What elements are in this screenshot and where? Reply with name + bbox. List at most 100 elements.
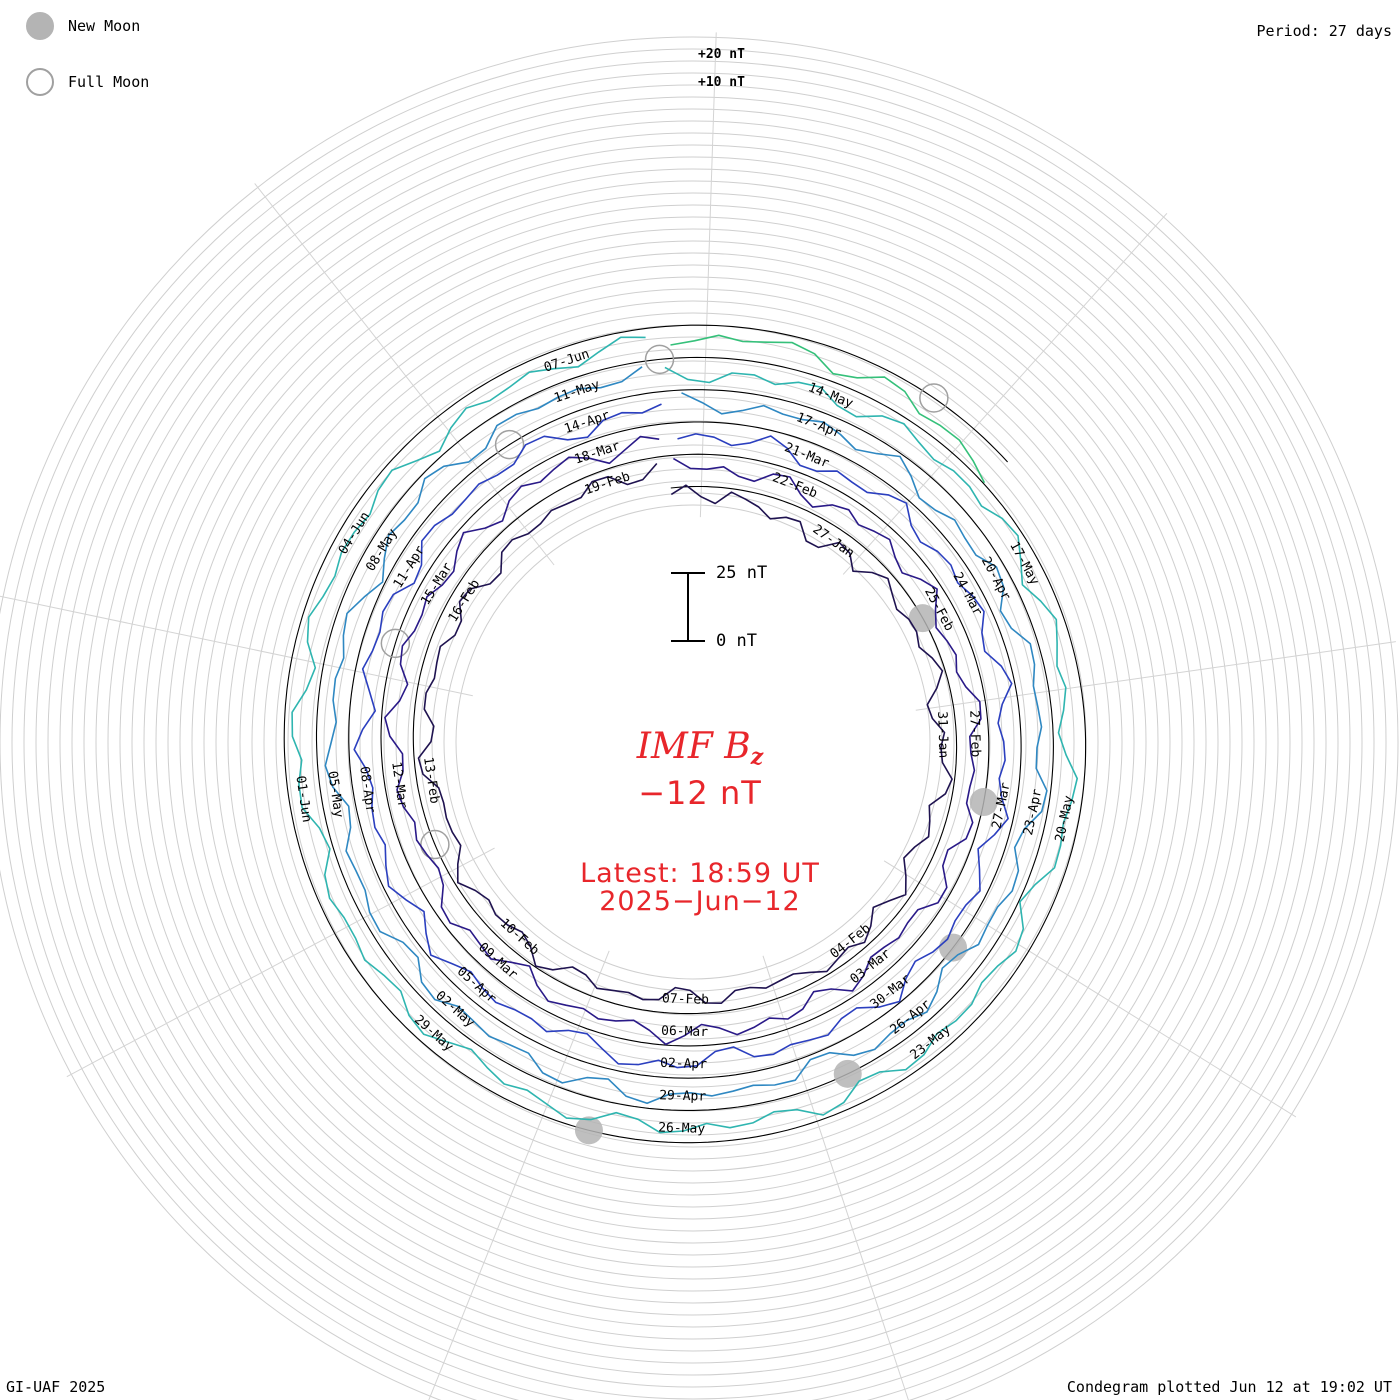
grid-ring [383, 432, 1003, 1052]
radial-spoke [0, 595, 473, 697]
grid-ring [287, 336, 1099, 1148]
grid-ring [83, 132, 1303, 1352]
new-moon-marker [969, 788, 998, 817]
date-label: 04-Jun [336, 509, 373, 557]
grid-ring [359, 408, 1027, 1076]
grid-ring [455, 504, 931, 980]
radial-spoke [66, 847, 495, 1078]
date-label: 02-Apr [660, 1056, 708, 1072]
grid-ring [0, 48, 1387, 1400]
data-trace-turn-6 [670, 334, 986, 484]
credit-label: GI-UAF 2025 [6, 1378, 106, 1396]
grid-ring [95, 144, 1291, 1340]
grid-ring [107, 156, 1279, 1328]
date-label: 26-May [658, 1121, 706, 1137]
radial-spoke [699, 32, 717, 518]
new-moon-marker [939, 933, 968, 962]
date-label: 07-Feb [662, 991, 710, 1007]
full-moon-marker [420, 829, 450, 860]
plotted-timestamp: Condegram plotted Jun 12 at 19:02 UT [1066, 1378, 1392, 1396]
grid-ring [191, 240, 1195, 1244]
full-moon-marker [919, 383, 949, 413]
date-label: 08-Apr [356, 765, 378, 814]
grid-ring [47, 96, 1339, 1388]
date-label: 31-Jan [934, 711, 950, 758]
grid-ring [167, 216, 1219, 1268]
ring-tick-plus10: +10 nT [698, 75, 745, 90]
latest-date: 2025−Jun−12 [599, 886, 801, 917]
new-moon-marker [908, 604, 937, 633]
grid-ring [335, 384, 1051, 1100]
date-label: 05-Apr [454, 964, 499, 1007]
scale-top-label: 25 nT [716, 563, 768, 583]
grid-ring [23, 72, 1363, 1400]
date-label: 01-Jun [292, 775, 314, 824]
grid-ring [143, 192, 1243, 1292]
period-label: Period: 27 days [1256, 22, 1392, 40]
grid-ring [239, 288, 1147, 1196]
date-label: 24-Mar [949, 570, 985, 619]
parameter-label: IMF Bz [0, 726, 1400, 770]
grid-ring [71, 120, 1315, 1364]
date-label: 14-Apr [562, 408, 611, 437]
new-moon-marker [833, 1059, 862, 1088]
data-trace-turn-3 [353, 403, 1013, 1069]
scale-bottom-label: 0 nT [716, 631, 757, 651]
date-label: 09-Mar [475, 940, 520, 983]
legend-full-moon-label: Full Moon [68, 73, 150, 91]
date-label: 18-Mar [573, 439, 622, 468]
date-label: 04-Feb [828, 921, 874, 962]
data-trace-turn-4 [324, 366, 1048, 1105]
date-label: 05-May [324, 770, 346, 819]
legend-full-moon: Full Moon [26, 68, 149, 96]
moon-markers [380, 344, 998, 1145]
full-moon-marker [380, 628, 411, 659]
grid-ring [155, 204, 1231, 1280]
grid-ring [371, 420, 1015, 1064]
full-moon-icon [26, 68, 54, 96]
date-label: 27-Jan [810, 522, 857, 561]
full-moon-marker [494, 429, 525, 460]
ring-tick-plus20: +20 nT [698, 47, 745, 62]
grid-ring [215, 264, 1171, 1220]
radial-spoke [883, 860, 1297, 1118]
grid-ring [179, 228, 1207, 1256]
parameter-subscript: z [750, 744, 764, 770]
grid-ring [263, 312, 1123, 1172]
date-label: 27-Feb [966, 710, 982, 758]
grid-ring [251, 300, 1135, 1184]
date-label: 11-May [552, 377, 601, 406]
grid-ring [407, 456, 979, 1028]
legend-new-moon-label: New Moon [68, 17, 141, 35]
current-value: −12 nT [638, 774, 762, 812]
parameter-name: IMF B [636, 726, 751, 767]
grid-ring [11, 60, 1375, 1400]
ring-grid [0, 36, 1399, 1400]
data-trace-turn-5 [291, 336, 1078, 1134]
grid-ring [131, 180, 1255, 1304]
date-label: 11-Apr [391, 543, 429, 591]
radial-spoke [842, 213, 1168, 575]
date-label: 06-Mar [661, 1024, 709, 1040]
radial-spoke [915, 641, 1396, 711]
date-label: 22-Feb [770, 470, 819, 501]
new-moon-icon [26, 12, 54, 40]
date-label: 21-Mar [782, 440, 831, 471]
new-moon-marker [574, 1116, 603, 1145]
date-label: 12-Mar [388, 761, 410, 810]
data-trace-turn-1 [417, 462, 953, 1004]
grid-ring [0, 36, 1399, 1400]
data-trace [291, 334, 1078, 1134]
zero-line-spiral [283, 324, 1087, 1144]
radial-spokes [0, 32, 1396, 1400]
radial-spoke [762, 955, 909, 1400]
date-label: 19-Feb [583, 469, 632, 498]
grid-ring [59, 108, 1327, 1376]
scale-bar [671, 572, 705, 642]
grid-ring [395, 444, 991, 1040]
date-label: 29-Apr [659, 1088, 707, 1104]
legend-new-moon: New Moon [26, 12, 140, 40]
grid-ring [227, 276, 1159, 1208]
grid-ring [431, 480, 955, 1004]
